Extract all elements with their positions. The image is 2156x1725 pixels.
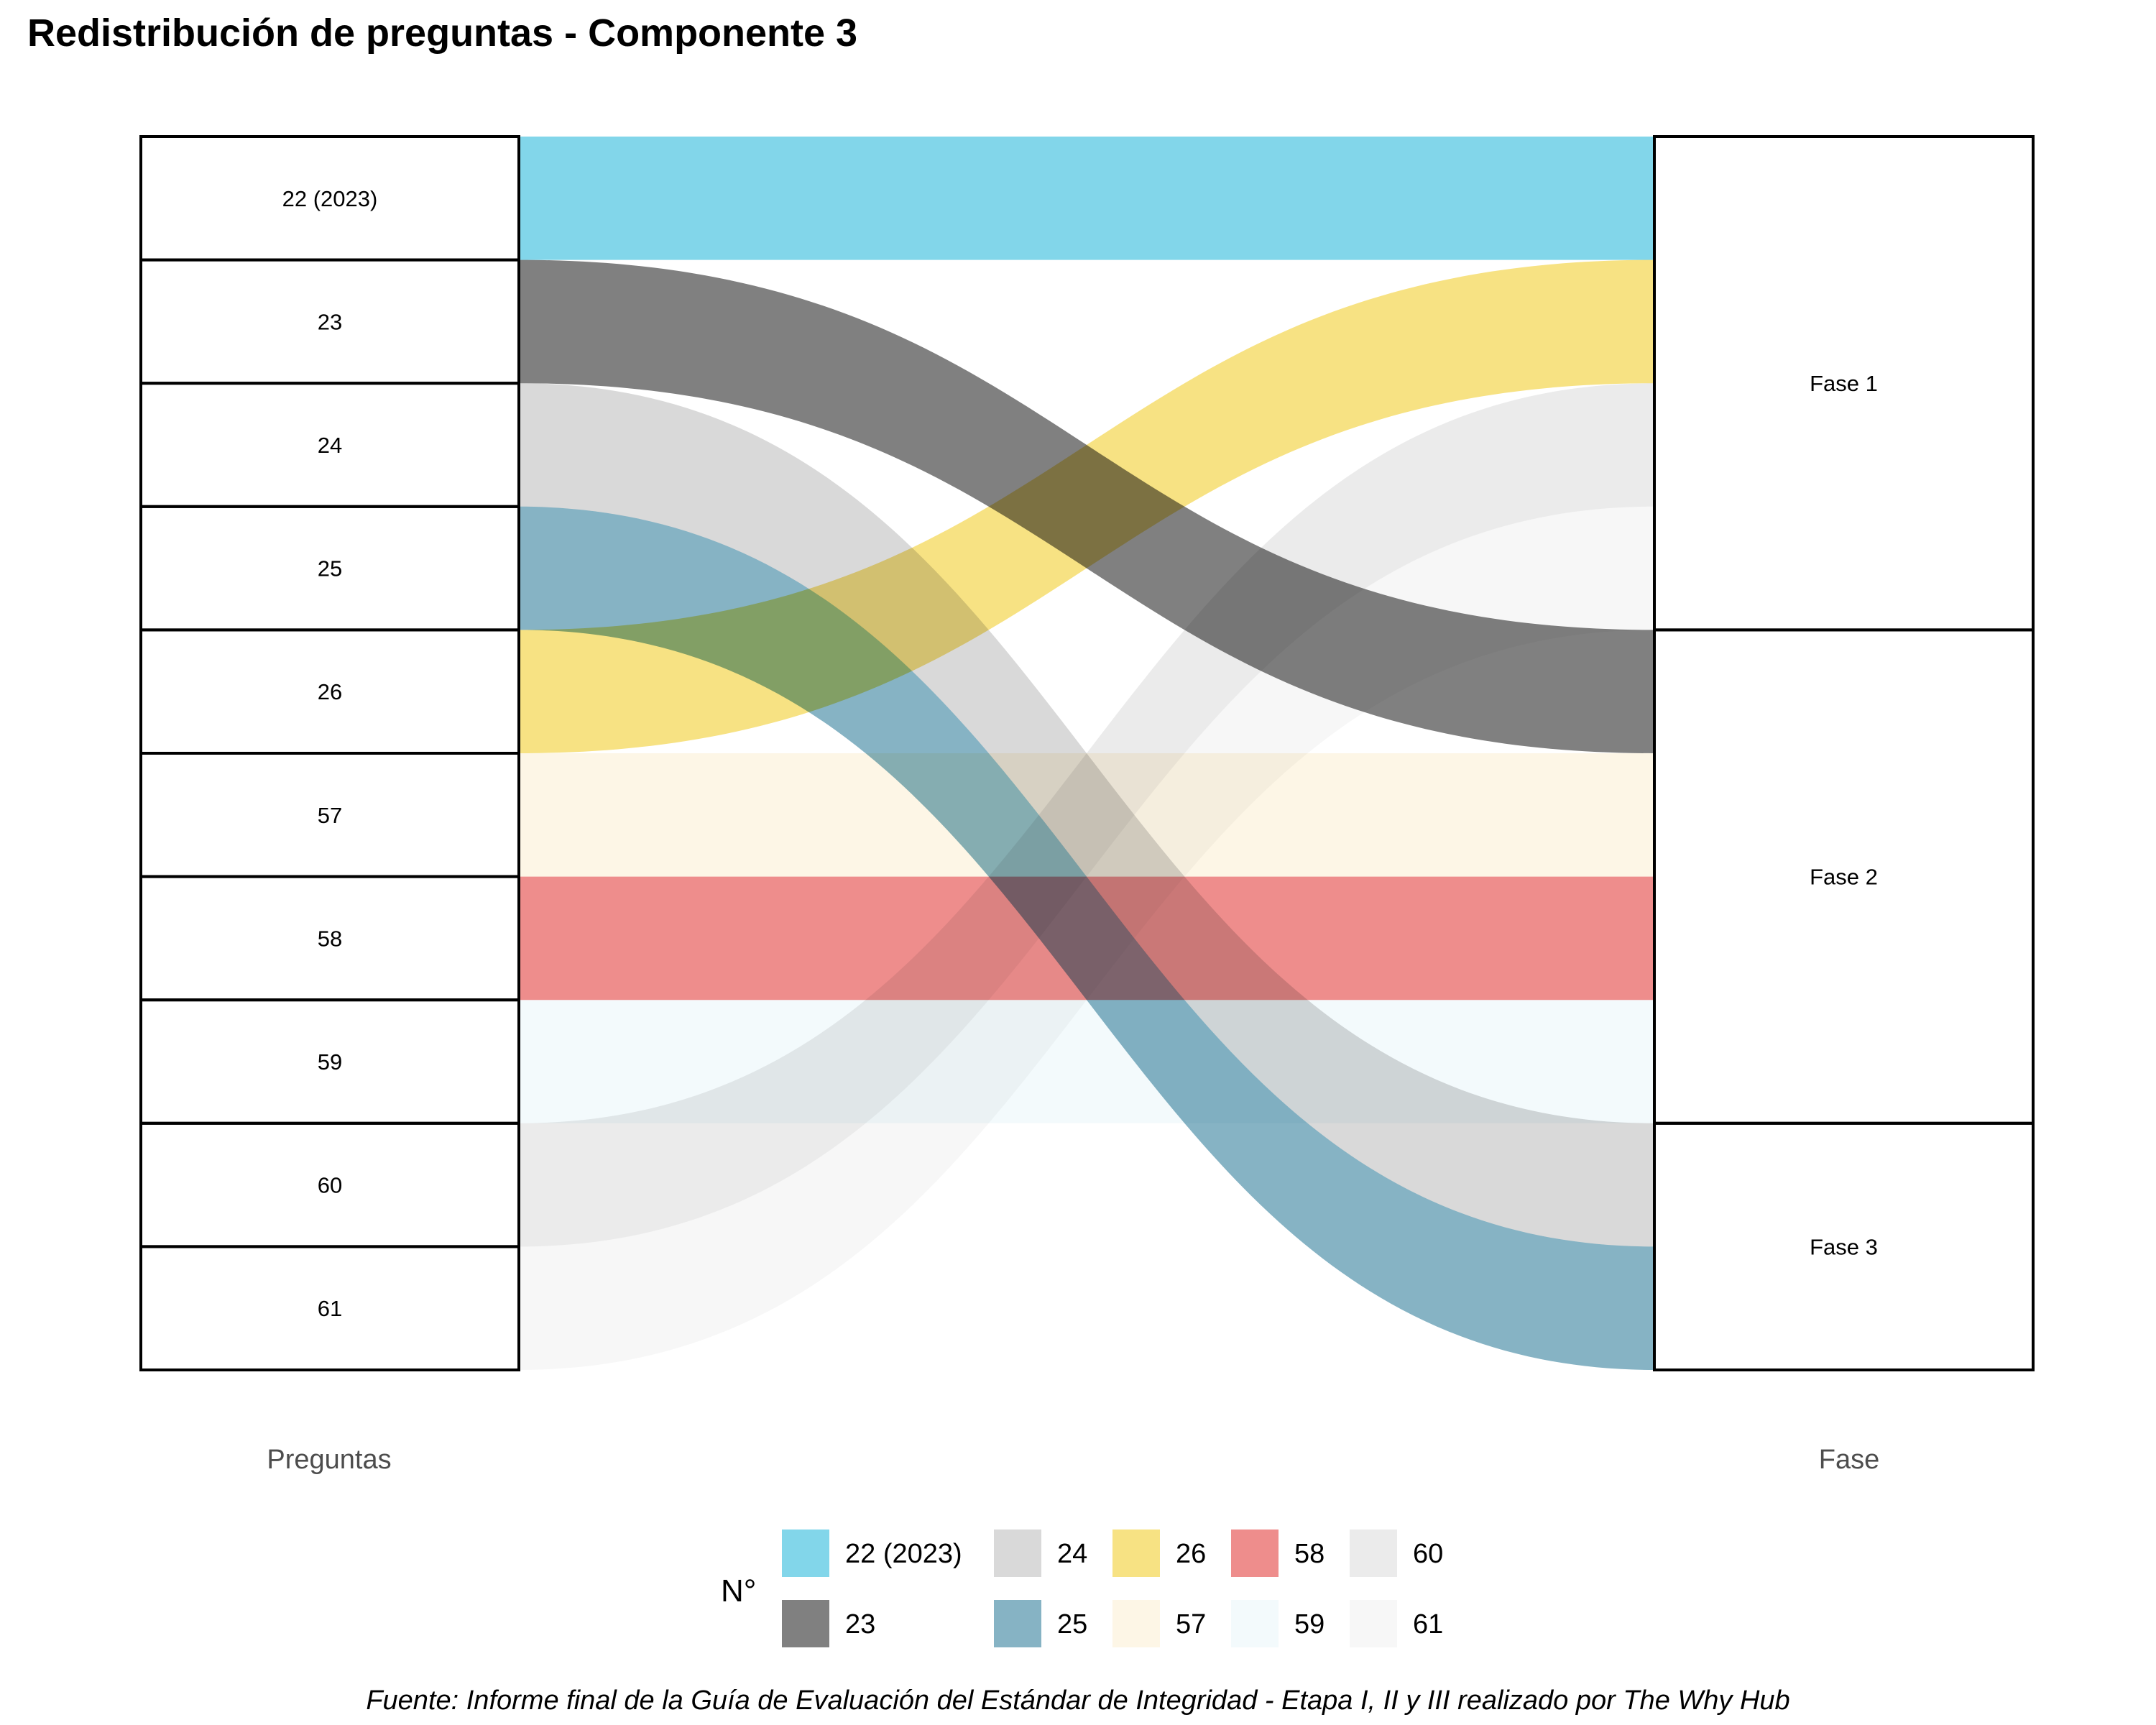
- legend-label-25: 25: [1057, 1609, 1087, 1639]
- stratum-fase-3-box: [1653, 1121, 2035, 1372]
- flow-22-2023-to-fase-1: [519, 137, 1654, 260]
- legend-label-58: 58: [1294, 1539, 1325, 1569]
- axis-label-fase: Fase: [1819, 1445, 1879, 1475]
- legend-title: N°: [721, 1573, 756, 1609]
- stratum-pregunta-25-label: 25: [318, 556, 342, 581]
- legend-key-58: [1231, 1530, 1279, 1577]
- legend-key-61: [1350, 1600, 1397, 1647]
- legend-label-60: 60: [1413, 1539, 1443, 1569]
- stratum-pregunta-61-box: [139, 1245, 520, 1372]
- legend-label-24: 24: [1057, 1539, 1087, 1569]
- strata-layer: 22 (2023) 23 24 25 26 57 58 59 60 61 Fase 1 Fase 2 F…: [139, 135, 2035, 1372]
- legend-key-23: [782, 1600, 829, 1647]
- legend-key-25: [994, 1600, 1041, 1647]
- stratum-fase-2-label: Fase 2: [1810, 865, 1878, 890]
- stratum-pregunta-61-label: 61: [318, 1296, 342, 1321]
- stratum-pregunta-23-label: 23: [318, 309, 342, 334]
- legend-key-22-2023: [782, 1530, 829, 1577]
- legend-key-26: [1112, 1530, 1160, 1577]
- chart-caption: Fuente: Informe final de la Guía de Eval…: [366, 1685, 1789, 1716]
- legend-label-23: 23: [845, 1609, 875, 1639]
- legend-label-57: 57: [1176, 1609, 1206, 1639]
- flow-layer: [519, 137, 1654, 1370]
- legend-label-59: 59: [1294, 1609, 1325, 1639]
- chart-title: Redistribución de preguntas - Componente…: [27, 12, 857, 55]
- stratum-pregunta-58-label: 58: [318, 926, 342, 951]
- legend-key-59: [1231, 1600, 1279, 1647]
- legend-label-26: 26: [1176, 1539, 1206, 1569]
- legend-label-22-2023: 22 (2023): [845, 1539, 962, 1569]
- legend-key-24: [994, 1530, 1041, 1577]
- legend: 22 (2023) 23 24 25 26 57 58 59 60 61: [782, 1530, 1443, 1647]
- flow-26-to-fase-1: [519, 259, 1654, 754]
- axis-label-preguntas: Preguntas: [267, 1445, 391, 1475]
- stratum-pregunta-59-label: 59: [318, 1049, 342, 1075]
- flow-60-to-fase-1: [519, 383, 1654, 1247]
- stratum-pregunta-60-label: 60: [318, 1173, 342, 1198]
- flow-61-to-fase-1: [519, 506, 1654, 1370]
- legend-key-60: [1350, 1530, 1397, 1577]
- stratum-pregunta-57-label: 57: [318, 803, 342, 828]
- stratum-fase-3-label: Fase 3: [1810, 1234, 1878, 1259]
- stratum-pregunta-26-label: 26: [318, 679, 342, 704]
- stratum-pregunta-22-2023-label: 22 (2023): [282, 186, 378, 211]
- legend-label-61: 61: [1413, 1609, 1443, 1639]
- stratum-fase-1-label: Fase 1: [1810, 371, 1878, 396]
- legend-key-57: [1112, 1600, 1160, 1647]
- stratum-pregunta-24-label: 24: [318, 433, 342, 458]
